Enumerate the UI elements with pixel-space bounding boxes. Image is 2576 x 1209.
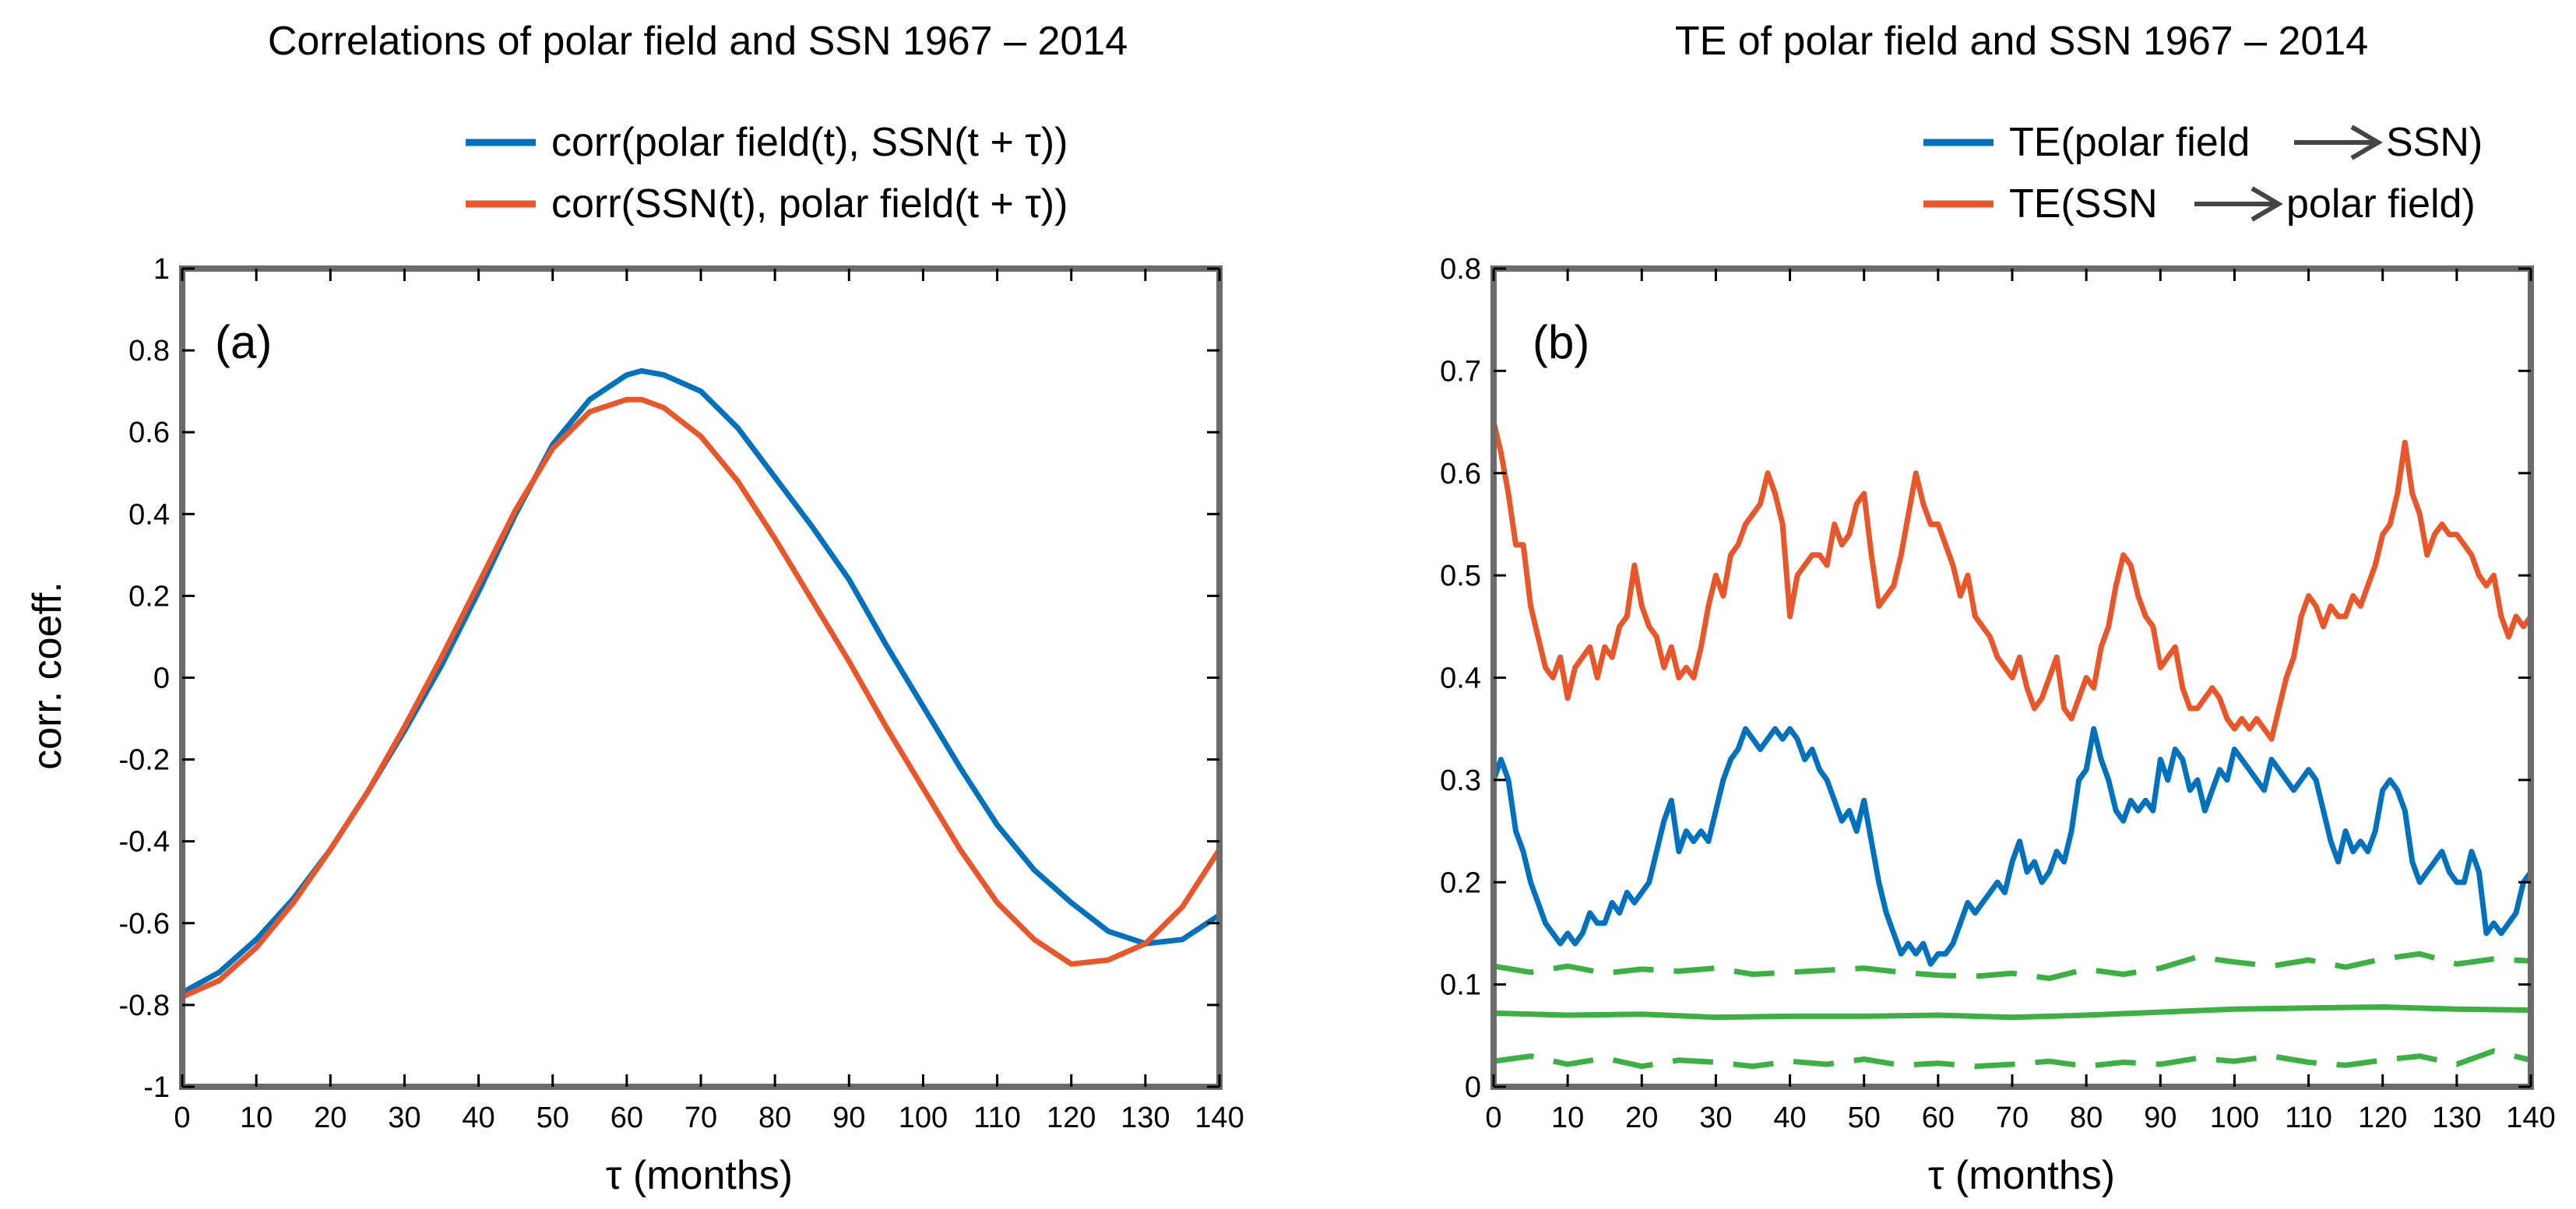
panel-a-xtick-label-2: 20 (314, 1102, 347, 1134)
panel-b-label: (b) (1533, 316, 1589, 368)
panel-a-ytick-label-4: -0.2 (119, 744, 170, 777)
panel-a-ytick-label-0: -1 (143, 1071, 170, 1104)
panel-a-ytick-label-7: 0.4 (128, 498, 170, 531)
panel-a-ytick-label-2: -0.6 (119, 908, 170, 940)
panel-b-series-0 (1490, 726, 2534, 967)
panel-b-title: TE of polar field and SSN 1967 – 2014 (1675, 19, 2368, 64)
panel-a-xtick-label-12: 120 (1047, 1102, 1096, 1134)
panel-a-ytick-label-9: 0.8 (128, 335, 170, 367)
panel-a-axes: 0 10 20 30 40 50 60 70 80 90 100 110 120 130 140-1-0.8… (119, 253, 1244, 1134)
legend-label-b-0-left: TE(polar field (2009, 120, 2250, 165)
panel-b-ytick-label-5: 0.5 (1440, 560, 1481, 592)
panel-b-xtick-label-7: 70 (1996, 1102, 2029, 1134)
panel-a-xlabel: τ (months) (606, 1153, 793, 1198)
panel-b-xtick-label-12: 120 (2358, 1102, 2407, 1134)
panel-a-xtick-label-6: 60 (611, 1102, 643, 1134)
panel-b-ytick-label-2: 0.2 (1440, 866, 1481, 899)
panel-b-xlabel: τ (months) (1928, 1153, 2115, 1198)
panel-b-xtick-label-11: 110 (2285, 1102, 2332, 1134)
panel-b-xtick-label-2: 20 (1625, 1102, 1658, 1134)
panel-a-xtick-label-10: 100 (899, 1102, 948, 1134)
panel-b-legend: TE(polar field SSN) TE(SSN polar field) (1923, 120, 2483, 227)
panel-a-label: (a) (215, 316, 272, 368)
panel-b-ytick-label-8: 0.8 (1440, 253, 1481, 286)
panel-a-xtick-label-1: 10 (240, 1102, 273, 1134)
panel-b-xtick-label-9: 90 (2144, 1102, 2177, 1134)
panel-b-ytick-label-4: 0.4 (1440, 662, 1481, 695)
panel-b-ytick-label-3: 0.3 (1440, 764, 1481, 797)
panel-a-title: Correlations of polar field and SSN 1967… (268, 19, 1128, 64)
panel-b-axes: 0 10 20 30 40 50 60 70 80 90 100 110 120 130 140 0 0.1 0.… (1440, 253, 2556, 1134)
panel-b-xtick-label-4: 40 (1773, 1102, 1806, 1134)
panel-a-series-1 (179, 396, 1223, 1000)
panel-a-xtick-label-0: 0 (174, 1102, 190, 1134)
panel-a-ytick-label-1: -0.8 (119, 989, 170, 1022)
panel-b-xtick-label-10: 100 (2210, 1102, 2259, 1134)
panel-a-ytick-label-8: 0.6 (128, 416, 170, 449)
panel-a-xtick-label-3: 30 (388, 1102, 421, 1134)
legend-label-a-0: corr(polar field(t), SSN(t + τ)) (551, 120, 1068, 165)
panel-b-ytick-label-0: 0 (1465, 1071, 1481, 1104)
panel-a-xtick-label-7: 70 (684, 1102, 717, 1134)
panel-b-xtick-label-0: 0 (1485, 1102, 1501, 1134)
panel-b-xtick-label-8: 80 (2070, 1102, 2103, 1134)
legend-arrow-b-0 (2294, 125, 2383, 160)
panel-b-series-2 (1490, 1004, 2534, 1021)
panel-a-xtick-label-5: 50 (537, 1102, 569, 1134)
panel-b-series-3 (1493, 951, 2532, 982)
panel-b-xtick-label-3: 30 (1699, 1102, 1732, 1134)
panel-a-ylabel: corr. coeff. (25, 582, 70, 770)
panel-b-series-1 (1490, 419, 2534, 742)
legend-label-a-1: corr(SSN(t), polar field(t + τ)) (551, 181, 1068, 227)
panel-b-xtick-label-5: 50 (1848, 1102, 1881, 1134)
panel-a-xtick-label-4: 40 (462, 1102, 494, 1134)
legend-label-b-1-left: TE(SSN (2009, 181, 2158, 227)
panel-b-ytick-label-6: 0.6 (1440, 458, 1481, 490)
panel-a-xtick-label-8: 80 (758, 1102, 791, 1134)
panel-b-xtick-label-1: 10 (1551, 1102, 1584, 1134)
panel-a-xtick-label-9: 90 (832, 1102, 865, 1134)
panel-a: Correlations of polar field and SSN 1967… (25, 19, 1244, 1198)
legend-arrow-b-1 (2194, 186, 2283, 222)
panel-a-xtick-label-11: 110 (973, 1102, 1021, 1134)
panel-b-series-4 (1493, 1048, 2532, 1070)
panel-b-ytick-label-7: 0.7 (1440, 355, 1481, 388)
panel-b-xtick-label-14: 140 (2506, 1102, 2555, 1134)
panel-a-ytick-label-3: -0.4 (119, 826, 170, 859)
panel-b: TE of polar field and SSN 1967 – 2014 TE… (1440, 19, 2556, 1198)
panel-b-ytick-label-1: 0.1 (1440, 969, 1481, 1002)
panel-a-ytick-label-5: 0 (153, 662, 170, 695)
panel-a-series-0 (179, 367, 1223, 996)
legend-label-b-0-right: SSN) (2386, 120, 2483, 165)
panel-a-xtick-label-13: 130 (1121, 1102, 1170, 1134)
panel-b-xtick-label-6: 60 (1922, 1102, 1955, 1134)
panel-a-ytick-label-6: 0.2 (128, 580, 170, 613)
panel-b-xtick-label-13: 130 (2432, 1102, 2481, 1134)
panel-a-ytick-label-10: 1 (153, 253, 170, 286)
panel-a-xtick-label-14: 140 (1195, 1102, 1244, 1134)
panel-a-legend: corr(polar field(t), SSN(t + τ)) corr(SS… (466, 120, 1068, 227)
legend-label-b-1-right: polar field) (2286, 181, 2476, 227)
